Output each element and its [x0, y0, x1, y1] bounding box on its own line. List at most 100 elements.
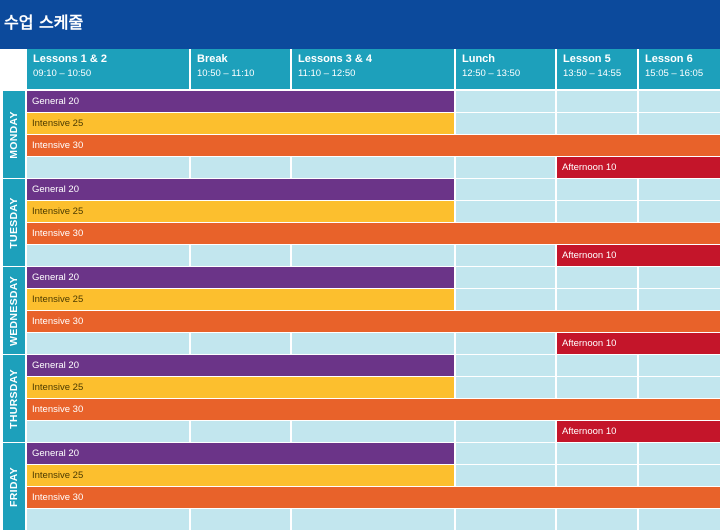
schedule-cell — [639, 465, 720, 486]
schedule-cell — [557, 465, 637, 486]
intensive-25-bar: Intensive 25 — [27, 465, 454, 486]
column-time: 11:10 – 12:50 — [298, 68, 356, 79]
schedule-cell — [292, 509, 454, 530]
schedule-cell — [292, 157, 454, 178]
schedule-cell — [557, 355, 637, 376]
schedule-cell — [456, 267, 555, 288]
schedule-cell — [456, 201, 555, 222]
general-20-bar: General 20 — [27, 267, 454, 288]
day-label-wednesday: WEDNESDAY — [3, 267, 25, 354]
column-name: Lunch — [462, 53, 495, 65]
schedule-cell — [456, 91, 555, 112]
day-label-monday: MONDAY — [3, 91, 25, 178]
schedule-cell — [557, 91, 637, 112]
day-label-text: MONDAY — [8, 110, 20, 159]
schedule-cell — [557, 509, 637, 530]
intensive-25-bar: Intensive 25 — [27, 289, 454, 310]
intensive-25-bar: Intensive 25 — [27, 201, 454, 222]
schedule-cell — [557, 113, 637, 134]
schedule-cell — [639, 113, 720, 134]
schedule-cell — [27, 245, 189, 266]
day-label-text: THURSDAY — [8, 368, 20, 429]
general-20-bar: General 20 — [27, 355, 454, 376]
schedule-cell — [27, 421, 189, 442]
schedule-cell — [456, 465, 555, 486]
schedule-cell — [639, 377, 720, 398]
general-20-bar: General 20 — [27, 91, 454, 112]
schedule-cell — [639, 355, 720, 376]
intensive-30-bar: Intensive 30 — [27, 311, 720, 332]
column-time: 13:50 – 14:55 — [563, 68, 622, 79]
schedule-cell — [639, 509, 720, 530]
schedule-cell — [191, 509, 290, 530]
afternoon-10-bar: Afternoon 10 — [557, 333, 720, 354]
day-label-text: WEDNESDAY — [8, 275, 20, 346]
schedule-cell — [27, 333, 189, 354]
schedule-cell — [191, 421, 290, 442]
schedule-cell — [292, 421, 454, 442]
schedule-cell — [456, 157, 555, 178]
afternoon-10-bar: Afternoon 10 — [557, 421, 720, 442]
schedule-cell — [557, 377, 637, 398]
schedule-cell — [456, 355, 555, 376]
schedule-cell — [639, 201, 720, 222]
schedule-cell — [456, 113, 555, 134]
schedule-cell — [456, 289, 555, 310]
schedule-grid: Lessons 1 & 2 09:10 – 10:50 Break 10:50 … — [3, 49, 720, 530]
intensive-30-bar: Intensive 30 — [27, 223, 720, 244]
title-bar: 수업 스케줄 — [0, 0, 720, 49]
column-time: 12:50 – 13:50 — [462, 68, 521, 79]
column-name: Break — [197, 53, 228, 65]
schedule-cell — [557, 443, 637, 464]
column-name: Lessons 3 & 4 — [298, 53, 372, 65]
column-name: Lessons 1 & 2 — [33, 53, 107, 65]
day-label-thursday: THURSDAY — [3, 355, 25, 442]
schedule-cell — [639, 289, 720, 310]
schedule-cell — [191, 157, 290, 178]
intensive-25-bar: Intensive 25 — [27, 377, 454, 398]
column-header-lessons-1-2: Lessons 1 & 2 09:10 – 10:50 — [27, 49, 189, 89]
column-name: Lesson 5 — [563, 53, 611, 65]
intensive-30-bar: Intensive 30 — [27, 135, 720, 156]
column-time: 15:05 – 16:05 — [645, 68, 704, 79]
column-name: Lesson 6 — [645, 53, 693, 65]
column-header-lessons-3-4: Lessons 3 & 4 11:10 – 12:50 — [292, 49, 454, 89]
schedule-cell — [456, 421, 555, 442]
day-label-friday: FRIDAY — [3, 443, 25, 530]
column-header-lesson-6: Lesson 6 15:05 – 16:05 — [639, 49, 720, 89]
schedule-cell — [639, 91, 720, 112]
column-time: 09:10 – 10:50 — [33, 68, 92, 79]
column-header-break: Break 10:50 – 11:10 — [191, 49, 290, 89]
afternoon-10-bar: Afternoon 10 — [557, 245, 720, 266]
header-corner — [3, 49, 25, 89]
schedule-cell — [292, 333, 454, 354]
day-label-text: FRIDAY — [8, 466, 20, 507]
schedule-cell — [456, 333, 555, 354]
schedule-cell — [456, 443, 555, 464]
schedule-cell — [639, 179, 720, 200]
schedule-cell — [456, 245, 555, 266]
column-header-lunch: Lunch 12:50 – 13:50 — [456, 49, 555, 89]
schedule-cell — [191, 245, 290, 266]
schedule-cell — [557, 289, 637, 310]
afternoon-10-bar: Afternoon 10 — [557, 157, 720, 178]
schedule-cell — [191, 333, 290, 354]
schedule-cell — [557, 201, 637, 222]
schedule-cell — [456, 179, 555, 200]
column-time: 10:50 – 11:10 — [197, 68, 255, 79]
schedule-cell — [27, 509, 189, 530]
intensive-25-bar: Intensive 25 — [27, 113, 454, 134]
schedule-cell — [557, 179, 637, 200]
schedule-cell — [292, 245, 454, 266]
column-header-lesson-5: Lesson 5 13:50 – 14:55 — [557, 49, 637, 89]
day-label-tuesday: TUESDAY — [3, 179, 25, 266]
schedule-cell — [639, 443, 720, 464]
general-20-bar: General 20 — [27, 443, 454, 464]
schedule-cell — [456, 377, 555, 398]
schedule-cell — [27, 157, 189, 178]
schedule-cell — [456, 509, 555, 530]
page-title: 수업 스케줄 — [4, 13, 84, 32]
schedule-cell — [557, 267, 637, 288]
intensive-30-bar: Intensive 30 — [27, 399, 720, 420]
day-label-text: TUESDAY — [8, 196, 20, 249]
